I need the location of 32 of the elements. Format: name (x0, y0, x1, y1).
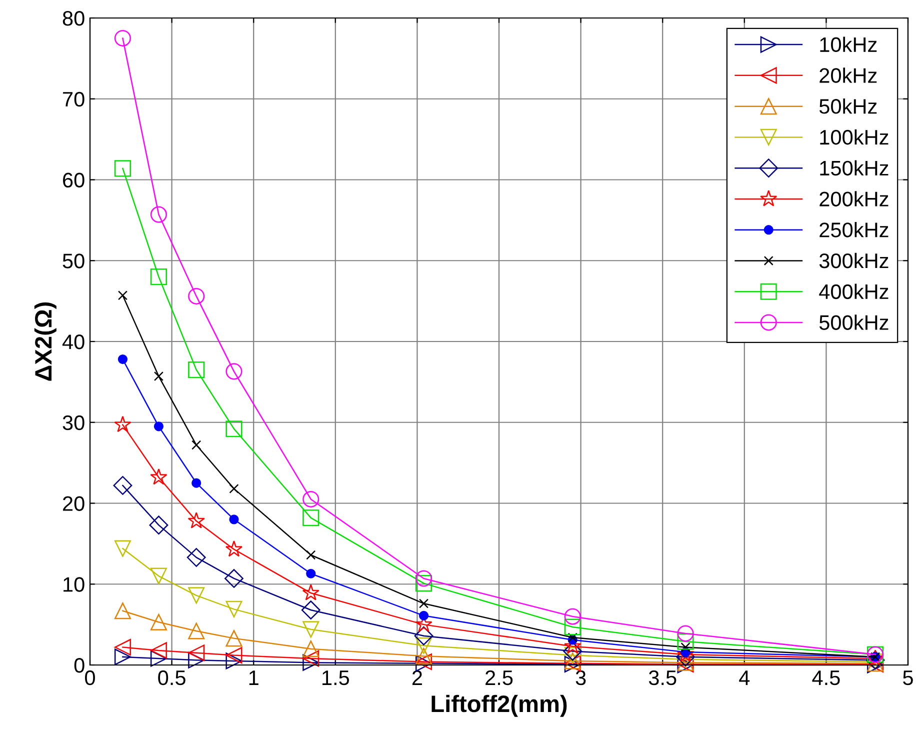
x-tick-label: 3.5 (648, 670, 676, 686)
y-tick-label: 10 (64, 577, 84, 592)
legend-label: 10kHz (820, 36, 877, 52)
y-tick-label: 80 (62, 11, 84, 26)
x-tick-label: 1 (249, 670, 258, 685)
y-tick-label: 30 (62, 415, 84, 430)
y-tick-label: 70 (63, 92, 84, 107)
y-axis-title: ΔX2(Ω) (34, 302, 56, 381)
legend-label: 500kHz (819, 314, 888, 330)
y-tick-label: 50 (62, 254, 84, 268)
legend-label: 20kHz (820, 68, 877, 83)
x-tick-label: 2 (412, 670, 422, 685)
legend-label: 100kHz (820, 129, 888, 145)
x-tick-label: 1.5 (322, 670, 350, 686)
y-tick-label: 60 (63, 172, 84, 188)
y-tick-label: 20 (63, 496, 84, 512)
x-tick-label: 5 (903, 670, 913, 686)
x-tick-label: 0 (85, 670, 95, 686)
x-tick-label: 2.5 (486, 670, 513, 686)
legend-label: 300kHz (819, 252, 888, 268)
legend-label: 50kHz (819, 98, 877, 114)
x-tick-label: 0.5 (158, 670, 186, 686)
x-tick-label: 4.5 (812, 670, 840, 686)
x-axis-title: Liftoff2(mm) (432, 694, 567, 717)
legend-label: 150kHz (820, 160, 888, 176)
legend-label: 200kHz (820, 191, 888, 206)
legend-label: 250kHz (820, 222, 888, 238)
x-tick-label: 3 (576, 670, 586, 686)
y-tick-label: 0 (74, 658, 84, 673)
y-tick-label: 40 (62, 334, 84, 350)
x-tick-label: 4 (739, 670, 750, 685)
legend-label: 400kHz (819, 284, 888, 300)
